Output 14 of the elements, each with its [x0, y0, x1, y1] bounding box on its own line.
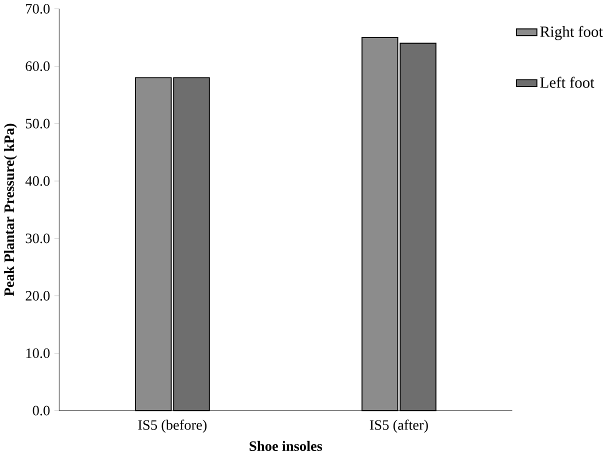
- y-tick-label: 0.0: [32, 406, 50, 416]
- y-tick-label: 30.0: [26, 234, 50, 244]
- legend-label: Right foot: [540, 26, 603, 40]
- y-axis-title: Peak Plantar Pressure( kPa): [4, 124, 17, 296]
- y-tick-label: 60.0: [26, 61, 50, 72]
- x-axis-title: Shoe insoles: [250, 440, 322, 451]
- y-tick-label: 50.0: [26, 118, 50, 129]
- x-tick-label: IS5 (before): [138, 420, 207, 433]
- y-tick-label: 10.0: [26, 348, 50, 358]
- y-tick-label: 40.0: [25, 176, 50, 186]
- y-tick-label: 70.0: [26, 4, 50, 14]
- x-tick-label: IS5 (after): [370, 420, 428, 433]
- y-tick-label: 20.0: [26, 290, 50, 301]
- legend-label: Left foot: [540, 76, 594, 88]
